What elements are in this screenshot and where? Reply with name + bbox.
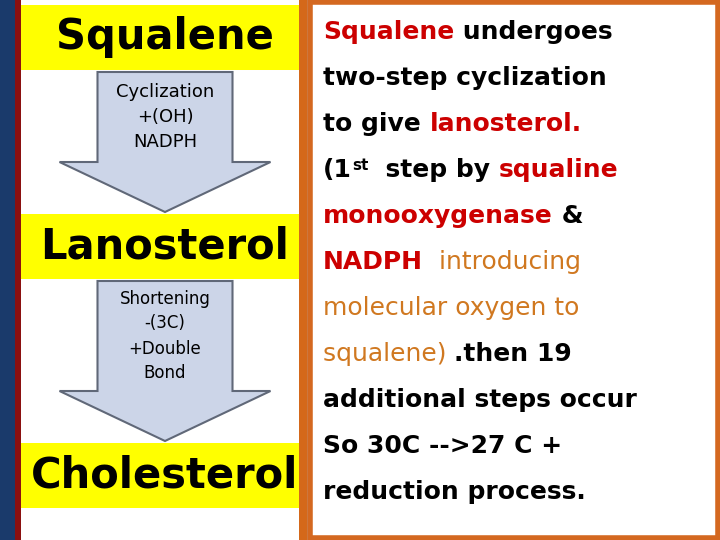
- Text: step by: step by: [368, 158, 499, 182]
- Text: st: st: [352, 158, 368, 173]
- Text: squalene): squalene): [323, 342, 454, 366]
- Text: introducing: introducing: [423, 250, 581, 274]
- Text: monooxygenase: monooxygenase: [323, 204, 553, 228]
- Text: So 30C -->27 C +: So 30C -->27 C +: [323, 434, 562, 458]
- Text: undergoes: undergoes: [454, 20, 613, 44]
- Text: reduction process.: reduction process.: [323, 480, 586, 504]
- Bar: [21, 214, 299, 279]
- Text: .then 19: .then 19: [454, 342, 572, 366]
- Bar: [0, 0, 15, 540]
- Bar: [21, 5, 299, 70]
- Text: two-step cyclization: two-step cyclization: [323, 66, 607, 90]
- Text: Cyclization
+(OH)
NADPH: Cyclization +(OH) NADPH: [116, 83, 214, 151]
- Text: (1: (1: [323, 158, 352, 182]
- Text: NADPH: NADPH: [323, 250, 423, 274]
- Text: Cholesterol: Cholesterol: [31, 455, 299, 496]
- Text: Lanosterol: Lanosterol: [40, 226, 289, 267]
- Text: to give: to give: [323, 112, 430, 136]
- Text: molecular oxygen to: molecular oxygen to: [323, 296, 580, 320]
- Text: additional steps occur: additional steps occur: [323, 388, 637, 412]
- Text: squaline: squaline: [499, 158, 618, 182]
- Polygon shape: [60, 281, 271, 441]
- Bar: [15, 0, 21, 540]
- Text: Squalene: Squalene: [323, 20, 454, 44]
- Bar: [310, 2, 718, 538]
- Text: lanosterol.: lanosterol.: [430, 112, 582, 136]
- Bar: [21, 443, 299, 508]
- Text: &: &: [553, 204, 583, 228]
- Text: Squalene: Squalene: [56, 17, 274, 58]
- Bar: [299, 0, 307, 540]
- Bar: [0, 0, 305, 540]
- Text: Shortening
-(3C)
+Double
Bond: Shortening -(3C) +Double Bond: [120, 289, 210, 382]
- Polygon shape: [60, 72, 271, 212]
